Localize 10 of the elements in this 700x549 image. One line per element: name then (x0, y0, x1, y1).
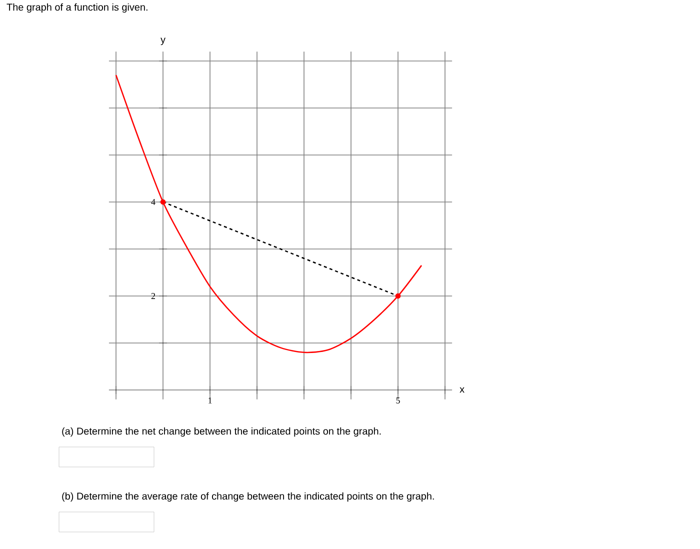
line-series (115, 74, 422, 354)
chart-title: The graph of a function is given. (6, 3, 148, 13)
text: (a) Determine the net change between the indicated points on the graph. (62, 427, 381, 437)
x-axis-title: x (460, 387, 464, 393)
text: (b) Determine the average rate of change between the indicated points on the graph. (62, 492, 434, 502)
x-tick-label: 1 (208, 397, 212, 404)
y-axis-title: y (160, 38, 166, 46)
x-tick-label: 5 (396, 397, 400, 404)
y-tick-label: 2 (151, 293, 156, 299)
y-tick-label: 4 (151, 199, 156, 205)
